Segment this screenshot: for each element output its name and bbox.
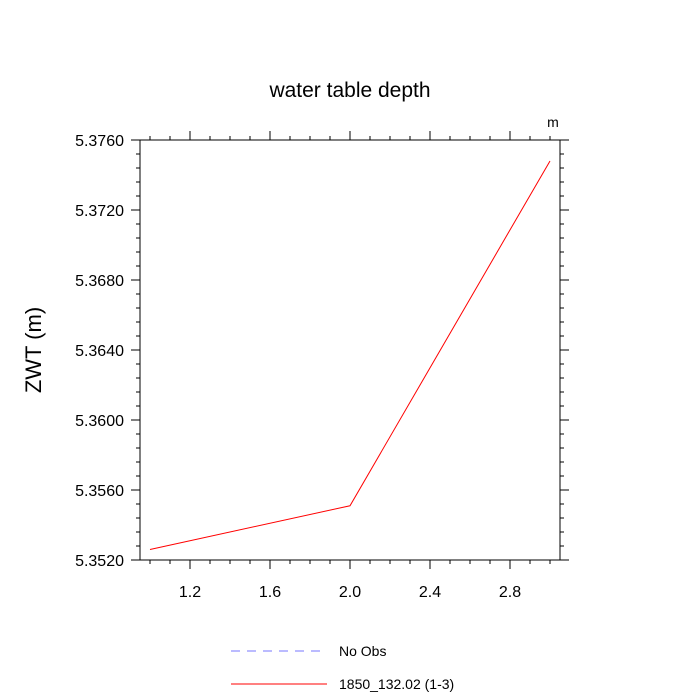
axis-ticks: 5.3520 5.3560 5.3600 5.3640 5.3680 5.3720 5.37… bbox=[75, 131, 569, 601]
x-tick-label: 1.6 bbox=[259, 584, 281, 601]
x-tick-label: 2.8 bbox=[499, 584, 521, 601]
plot-frame bbox=[139, 139, 561, 561]
y-tick-label: 5.3560 bbox=[75, 483, 124, 500]
legend-label: 1850_132.02 (1-3) bbox=[339, 676, 454, 692]
y-tick-label: 5.3600 bbox=[75, 413, 124, 430]
x-tick-label: 2.0 bbox=[339, 584, 361, 601]
chart-title: water table depth bbox=[268, 79, 430, 102]
legend-label: No Obs bbox=[339, 643, 386, 659]
x-tick-label: 1.2 bbox=[179, 584, 201, 601]
series-layer bbox=[149, 160, 551, 550]
y-tick-label: 5.3720 bbox=[75, 203, 124, 220]
y-tick-label: 5.3760 bbox=[75, 133, 124, 150]
x-tick-label: 2.4 bbox=[419, 584, 441, 601]
legend: No Obs 1850_132.02 (1-3) bbox=[231, 643, 454, 692]
y-axis-label: ZWT (m) bbox=[21, 307, 46, 393]
y-tick-label: 5.3640 bbox=[75, 343, 124, 360]
y-tick-label: 5.3520 bbox=[75, 553, 124, 570]
y-tick-label: 5.3680 bbox=[75, 273, 124, 290]
units-label: m bbox=[547, 114, 559, 130]
series-line bbox=[149, 160, 551, 550]
